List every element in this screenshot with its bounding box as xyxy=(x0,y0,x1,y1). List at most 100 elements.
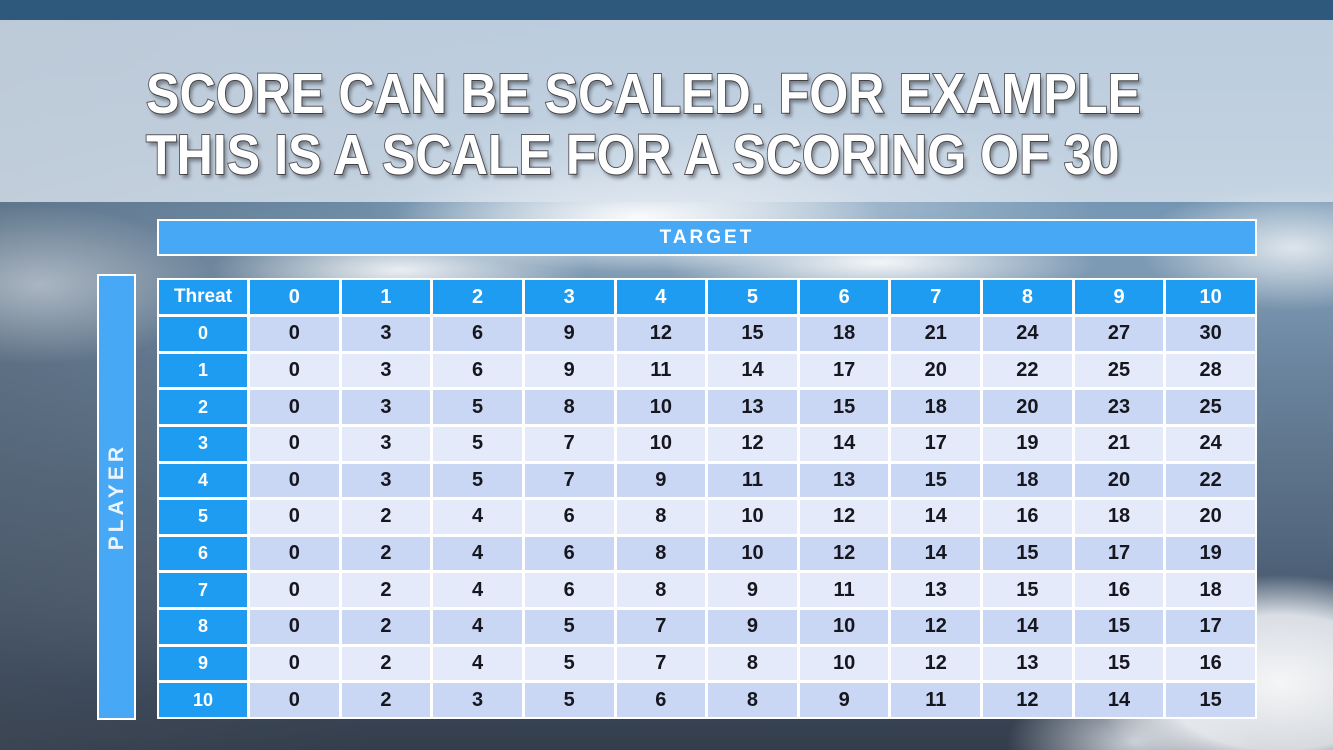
score-cell: 18 xyxy=(891,390,981,424)
score-cell: 10 xyxy=(708,500,797,534)
score-cell: 8 xyxy=(616,573,706,608)
score-cell: 23 xyxy=(1074,390,1164,424)
player-header-bar: PLAYER xyxy=(97,274,136,720)
row-header-cell: 10 xyxy=(159,683,247,717)
score-cell: 12 xyxy=(616,317,706,351)
score-cell: 11 xyxy=(708,463,797,498)
score-cell: 3 xyxy=(433,683,522,717)
score-cell: 4 xyxy=(433,610,522,644)
score-cell: 5 xyxy=(433,463,522,498)
score-cell: 4 xyxy=(433,500,522,534)
score-cell: 16 xyxy=(1074,573,1164,608)
score-cell: 14 xyxy=(708,353,797,388)
score-cell: 6 xyxy=(524,573,614,608)
score-cell: 3 xyxy=(341,317,431,351)
row-header-cell: 5 xyxy=(159,500,247,534)
score-cell: 8 xyxy=(616,536,706,571)
player-label: PLAYER xyxy=(104,443,128,551)
score-cell: 0 xyxy=(250,536,339,571)
score-cell: 0 xyxy=(250,463,339,498)
score-cell: 30 xyxy=(1166,317,1255,351)
score-cell: 17 xyxy=(1074,536,1164,571)
score-cell: 6 xyxy=(524,536,614,571)
score-cell: 0 xyxy=(250,646,339,681)
score-cell: 24 xyxy=(983,317,1072,351)
score-cell: 10 xyxy=(708,536,797,571)
score-cell: 19 xyxy=(983,426,1072,461)
score-cell: 3 xyxy=(341,426,431,461)
score-cell: 15 xyxy=(1074,646,1164,681)
score-cell: 0 xyxy=(250,500,339,534)
score-cell: 11 xyxy=(799,573,889,608)
title-band: SCORE CAN BE SCALED. FOR EXAMPLE THIS IS… xyxy=(0,20,1333,202)
slide-title-line1: SCORE CAN BE SCALED. FOR EXAMPLE xyxy=(145,62,1142,126)
score-cell: 15 xyxy=(1166,683,1255,717)
threat-corner-cell: Threat xyxy=(159,280,247,314)
score-cell: 15 xyxy=(983,536,1072,571)
score-cell: 18 xyxy=(1166,573,1255,608)
score-cell: 5 xyxy=(524,683,614,717)
score-cell: 6 xyxy=(433,353,522,388)
score-cell: 8 xyxy=(616,500,706,534)
score-cell: 25 xyxy=(1166,390,1255,424)
column-header-cell: 9 xyxy=(1074,280,1164,314)
score-cell: 5 xyxy=(433,390,522,424)
score-cell: 12 xyxy=(891,610,981,644)
score-cell: 7 xyxy=(616,610,706,644)
score-cell: 15 xyxy=(1074,610,1164,644)
row-header-cell: 8 xyxy=(159,610,247,644)
score-cell: 0 xyxy=(250,426,339,461)
score-cell: 20 xyxy=(983,390,1072,424)
score-cell: 28 xyxy=(1166,353,1255,388)
score-cell: 5 xyxy=(433,426,522,461)
score-cell: 3 xyxy=(341,463,431,498)
score-cell: 24 xyxy=(1166,426,1255,461)
score-cell: 20 xyxy=(1166,500,1255,534)
score-cell: 21 xyxy=(1074,426,1164,461)
score-cell: 10 xyxy=(616,390,706,424)
score-cell: 13 xyxy=(799,463,889,498)
score-cell: 4 xyxy=(433,573,522,608)
score-cell: 12 xyxy=(891,646,981,681)
column-header-cell: 2 xyxy=(433,280,522,314)
score-cell: 6 xyxy=(616,683,706,717)
score-cell: 12 xyxy=(983,683,1072,717)
score-cell: 15 xyxy=(891,463,981,498)
score-cell: 17 xyxy=(1166,610,1255,644)
column-header-cell: 0 xyxy=(250,280,339,314)
score-cell: 10 xyxy=(799,610,889,644)
row-header-cell: 2 xyxy=(159,390,247,424)
score-grid: Threat 0 1 2 3 4 5 6 7 8 9 10 0 0 3 6 9 12 15 18 21 24 27 30 1 0 3… xyxy=(157,278,1257,719)
score-cell: 14 xyxy=(983,610,1072,644)
row-header-cell: 6 xyxy=(159,536,247,571)
score-cell: 9 xyxy=(708,573,797,608)
score-cell: 6 xyxy=(524,500,614,534)
target-header-bar: TARGET xyxy=(157,219,1257,256)
score-cell: 0 xyxy=(250,353,339,388)
score-cell: 16 xyxy=(1166,646,1255,681)
score-cell: 18 xyxy=(799,317,889,351)
score-cell: 11 xyxy=(891,683,981,717)
slide-title-line2: THIS IS A SCALE FOR A SCORING OF 30 xyxy=(145,123,1120,187)
score-cell: 2 xyxy=(341,683,431,717)
score-cell: 17 xyxy=(891,426,981,461)
score-cell: 12 xyxy=(708,426,797,461)
score-cell: 8 xyxy=(708,646,797,681)
score-cell: 2 xyxy=(341,646,431,681)
score-cell: 6 xyxy=(433,317,522,351)
score-cell: 10 xyxy=(799,646,889,681)
score-cell: 9 xyxy=(524,317,614,351)
score-cell: 19 xyxy=(1166,536,1255,571)
slide-title: SCORE CAN BE SCALED. FOR EXAMPLE THIS IS… xyxy=(145,62,1142,187)
column-header-cell: 4 xyxy=(616,280,706,314)
score-cell: 2 xyxy=(341,500,431,534)
score-cell: 15 xyxy=(708,317,797,351)
top-strip xyxy=(0,0,1333,20)
column-header-cell: 1 xyxy=(341,280,431,314)
score-cell: 18 xyxy=(1074,500,1164,534)
row-header-cell: 7 xyxy=(159,573,247,608)
score-cell: 8 xyxy=(708,683,797,717)
score-cell: 5 xyxy=(524,610,614,644)
score-cell: 2 xyxy=(341,536,431,571)
score-cell: 15 xyxy=(799,390,889,424)
